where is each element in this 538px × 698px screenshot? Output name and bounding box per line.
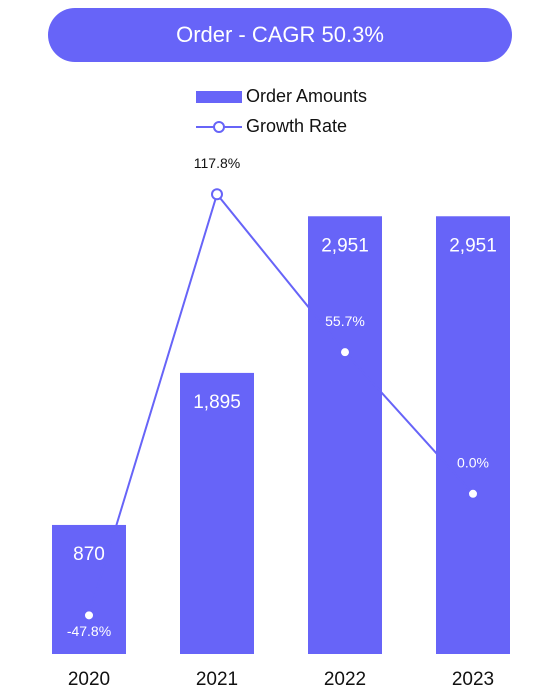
line — [88, 192, 474, 616]
legend-swatch — [196, 91, 242, 103]
legend-label: Order Amounts — [246, 86, 367, 106]
line-marker — [83, 609, 95, 622]
bar-value-label: 1,895 — [193, 392, 241, 413]
bar-value-label: 2,951 — [449, 235, 497, 256]
legend-marker — [213, 121, 225, 133]
bar — [180, 372, 254, 654]
line-value-label: 0.0% — [457, 455, 489, 471]
bar — [308, 216, 382, 655]
x-tick-label: 2022 — [324, 669, 366, 690]
chart-title: Order - CAGR 50.3% — [176, 22, 384, 47]
bar — [52, 524, 126, 654]
line-marker — [211, 188, 223, 201]
line-marker — [339, 346, 351, 359]
x-tick-label: 2020 — [68, 669, 110, 690]
x-tick-label: 2021 — [196, 669, 238, 690]
bar-value-label: 2,951 — [321, 235, 369, 256]
legend-label: Growth Rate — [246, 116, 347, 136]
bar-value-label: 870 — [73, 544, 105, 565]
line-value-label: -47.8% — [67, 623, 111, 639]
line-marker — [467, 487, 479, 500]
line-value-label: 117.8% — [194, 155, 240, 171]
x-tick-label: 2023 — [452, 669, 494, 690]
bar — [436, 216, 510, 655]
title-pill — [48, 8, 512, 62]
line-value-label: 55.7% — [325, 313, 365, 329]
